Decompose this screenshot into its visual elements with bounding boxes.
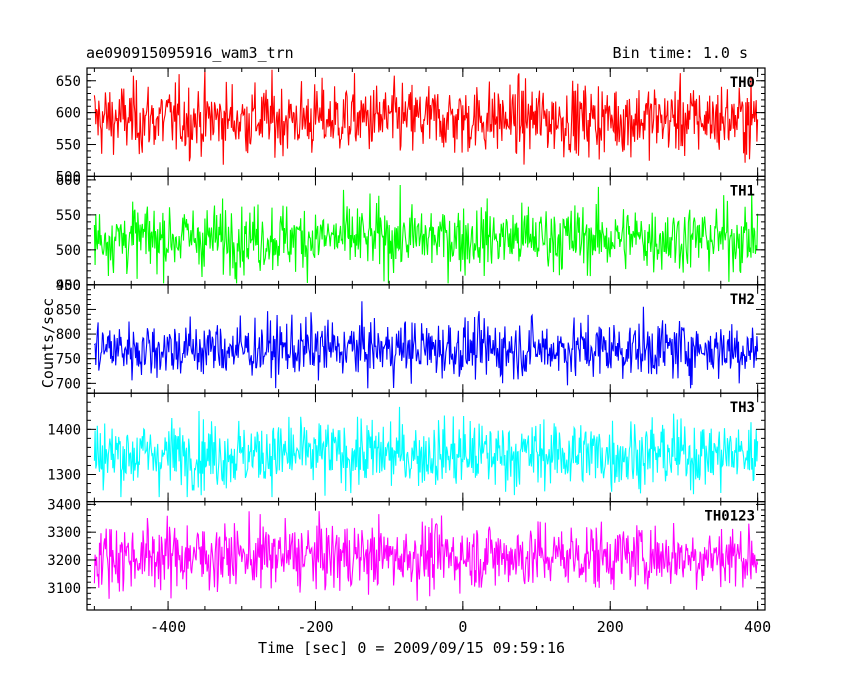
x-tick-label: 400 xyxy=(744,618,771,636)
series-line-th3 xyxy=(93,406,759,498)
y-tick-label: 500 xyxy=(56,169,81,185)
y-tick-label: 3300 xyxy=(47,525,81,541)
y-tick-label: 800 xyxy=(56,327,81,343)
panel-label-th2: TH2 xyxy=(730,292,755,308)
y-tick-label: 450 xyxy=(56,278,81,294)
y-tick-label: 600 xyxy=(56,106,81,122)
x-tick-label: -200 xyxy=(297,618,333,636)
y-tick-label: 850 xyxy=(56,302,81,318)
y-tick-label: 900 xyxy=(56,278,81,294)
y-tick-label: 3200 xyxy=(47,553,81,569)
y-tick-label: 550 xyxy=(56,138,81,154)
series-line-th0 xyxy=(93,69,759,165)
y-tick-label: 1400 xyxy=(47,422,81,438)
x-tick-label: -400 xyxy=(150,618,186,636)
panel-label-th1: TH1 xyxy=(730,183,755,199)
y-tick-label: 700 xyxy=(56,376,81,392)
bin-time-label: Bin time: 1.0 s xyxy=(612,44,748,62)
y-tick-label: 500 xyxy=(56,243,81,259)
y-tick-label: 1300 xyxy=(47,468,81,484)
y-tick-label: 3100 xyxy=(47,581,81,597)
panel-label-th0123: TH0123 xyxy=(704,509,755,525)
x-axis-label: Time [sec] 0 = 2009/09/15 09:59:16 xyxy=(258,639,566,657)
y-tick-label: 650 xyxy=(56,74,81,90)
y-tick-label: 750 xyxy=(56,352,81,368)
panel-label-th3: TH3 xyxy=(730,400,755,416)
y-tick-label: 3400 xyxy=(47,497,81,513)
series-line-th0123 xyxy=(93,511,759,601)
y-tick-label: 550 xyxy=(56,208,81,224)
y-tick-label: 600 xyxy=(56,173,81,189)
x-tick-label: 0 xyxy=(458,618,467,636)
y-axis-label: Counts/sec xyxy=(39,297,57,389)
plot-title: ae090915095916_wam3_trn xyxy=(86,44,294,62)
x-tick-label: 200 xyxy=(597,618,624,636)
series-line-th1 xyxy=(93,184,759,284)
series-line-th2 xyxy=(93,301,759,389)
panel-label-th0: TH0 xyxy=(730,75,755,91)
